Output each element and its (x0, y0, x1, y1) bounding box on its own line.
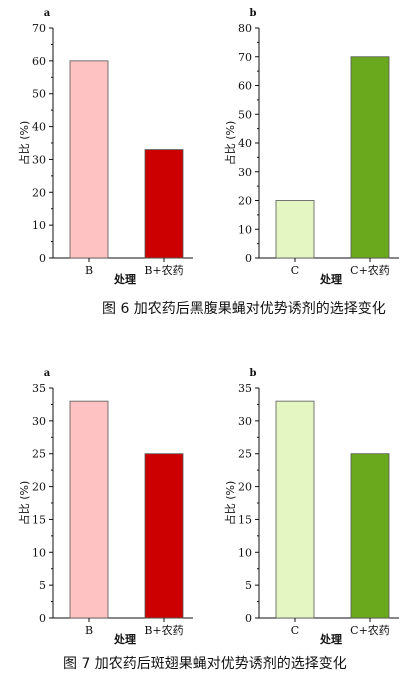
y-tick-label: 0 (39, 252, 46, 265)
y-tick-label: 30 (32, 153, 46, 166)
y-tick-label: 70 (238, 51, 252, 64)
y-tick-label: 80 (238, 22, 252, 35)
y-tick-label: 10 (32, 219, 46, 232)
bar-C+农药 (350, 453, 390, 619)
x-axis-label: 处理 (113, 272, 136, 286)
figure-6-caption: 图 6 加农药后黑腹果蝇对优势诱剂的选择变化 (102, 301, 386, 317)
x-tick-label: C+农药 (350, 623, 390, 637)
bar-B+农药 (144, 149, 184, 259)
y-tick-label: 10 (238, 223, 252, 236)
panel-label: b (250, 8, 257, 19)
y-tick-label: 60 (238, 80, 252, 93)
y-tick-label: 25 (238, 448, 252, 461)
x-axis-label: 处理 (113, 632, 136, 646)
y-tick-label: 20 (32, 186, 46, 199)
y-tick-label: 40 (32, 121, 46, 134)
bar-C (275, 400, 315, 619)
x-tick-label: C (291, 264, 299, 277)
y-tick-label: 30 (238, 415, 252, 428)
y-tick-label: 25 (32, 448, 46, 461)
figure-7-caption: 图 7 加农药后斑翅果蝇对优势诱剂的选择变化 (63, 656, 347, 672)
y-axis-label: 占比 (%) (223, 121, 237, 166)
panel-label: a (44, 8, 51, 19)
x-tick-label: B+农药 (144, 623, 183, 637)
y-tick-label: 30 (32, 415, 46, 428)
y-tick-label: 50 (32, 88, 46, 101)
y-axis-label: 占比 (%) (17, 481, 31, 526)
y-tick-label: 5 (39, 579, 46, 592)
bar-B (69, 60, 109, 259)
y-tick-label: 10 (32, 546, 46, 559)
panel-label: b (250, 368, 257, 379)
y-tick-label: 15 (32, 513, 46, 526)
y-tick-label: 35 (238, 382, 252, 395)
y-axis-label: 占比 (%) (17, 121, 31, 166)
y-tick-label: 10 (238, 546, 252, 559)
x-axis-label: 处理 (319, 632, 342, 646)
x-axis-label: 处理 (319, 272, 342, 286)
chart-fig6-b: b 0 10 20 30 40 50 60 70 80 C C+农药 占比 (%) 处理 (223, 8, 399, 286)
bar-C (275, 200, 315, 259)
chart-fig7-a: a 0 5 10 15 20 25 30 35 B B+农药 占比 (%) 处理 (17, 368, 193, 646)
y-tick-label: 0 (39, 612, 46, 625)
y-tick-label: 40 (238, 137, 252, 150)
y-tick-label: 50 (238, 108, 252, 121)
y-tick-label: 0 (245, 252, 252, 265)
y-tick-label: 30 (238, 166, 252, 179)
y-tick-label: 70 (32, 22, 46, 35)
y-tick-label: 20 (238, 195, 252, 208)
y-tick-label: 0 (245, 612, 252, 625)
y-tick-label: 15 (238, 513, 252, 526)
y-tick-label: 5 (245, 579, 252, 592)
x-tick-label: C (291, 624, 299, 637)
x-tick-label: B (85, 264, 93, 277)
bar-B (69, 400, 109, 619)
y-tick-label: 20 (32, 481, 46, 494)
chart-fig7-b: b 0 5 10 15 20 25 30 35 C C+农药 占比 (%) 处理 (223, 368, 399, 646)
y-tick-label: 35 (32, 382, 46, 395)
y-tick-label: 60 (32, 55, 46, 68)
chart-fig6-a: a 0 10 20 30 40 50 60 70 B B+农药 占比 (%) 处理 (17, 8, 193, 286)
panel-label: a (44, 368, 51, 379)
x-tick-label: B (85, 624, 93, 637)
bar-B+农药 (144, 453, 184, 619)
x-tick-label: C+农药 (350, 263, 390, 277)
y-axis-label: 占比 (%) (223, 481, 237, 526)
x-tick-label: B+农药 (144, 263, 183, 277)
y-tick-label: 20 (238, 481, 252, 494)
bar-C+农药 (350, 56, 390, 259)
